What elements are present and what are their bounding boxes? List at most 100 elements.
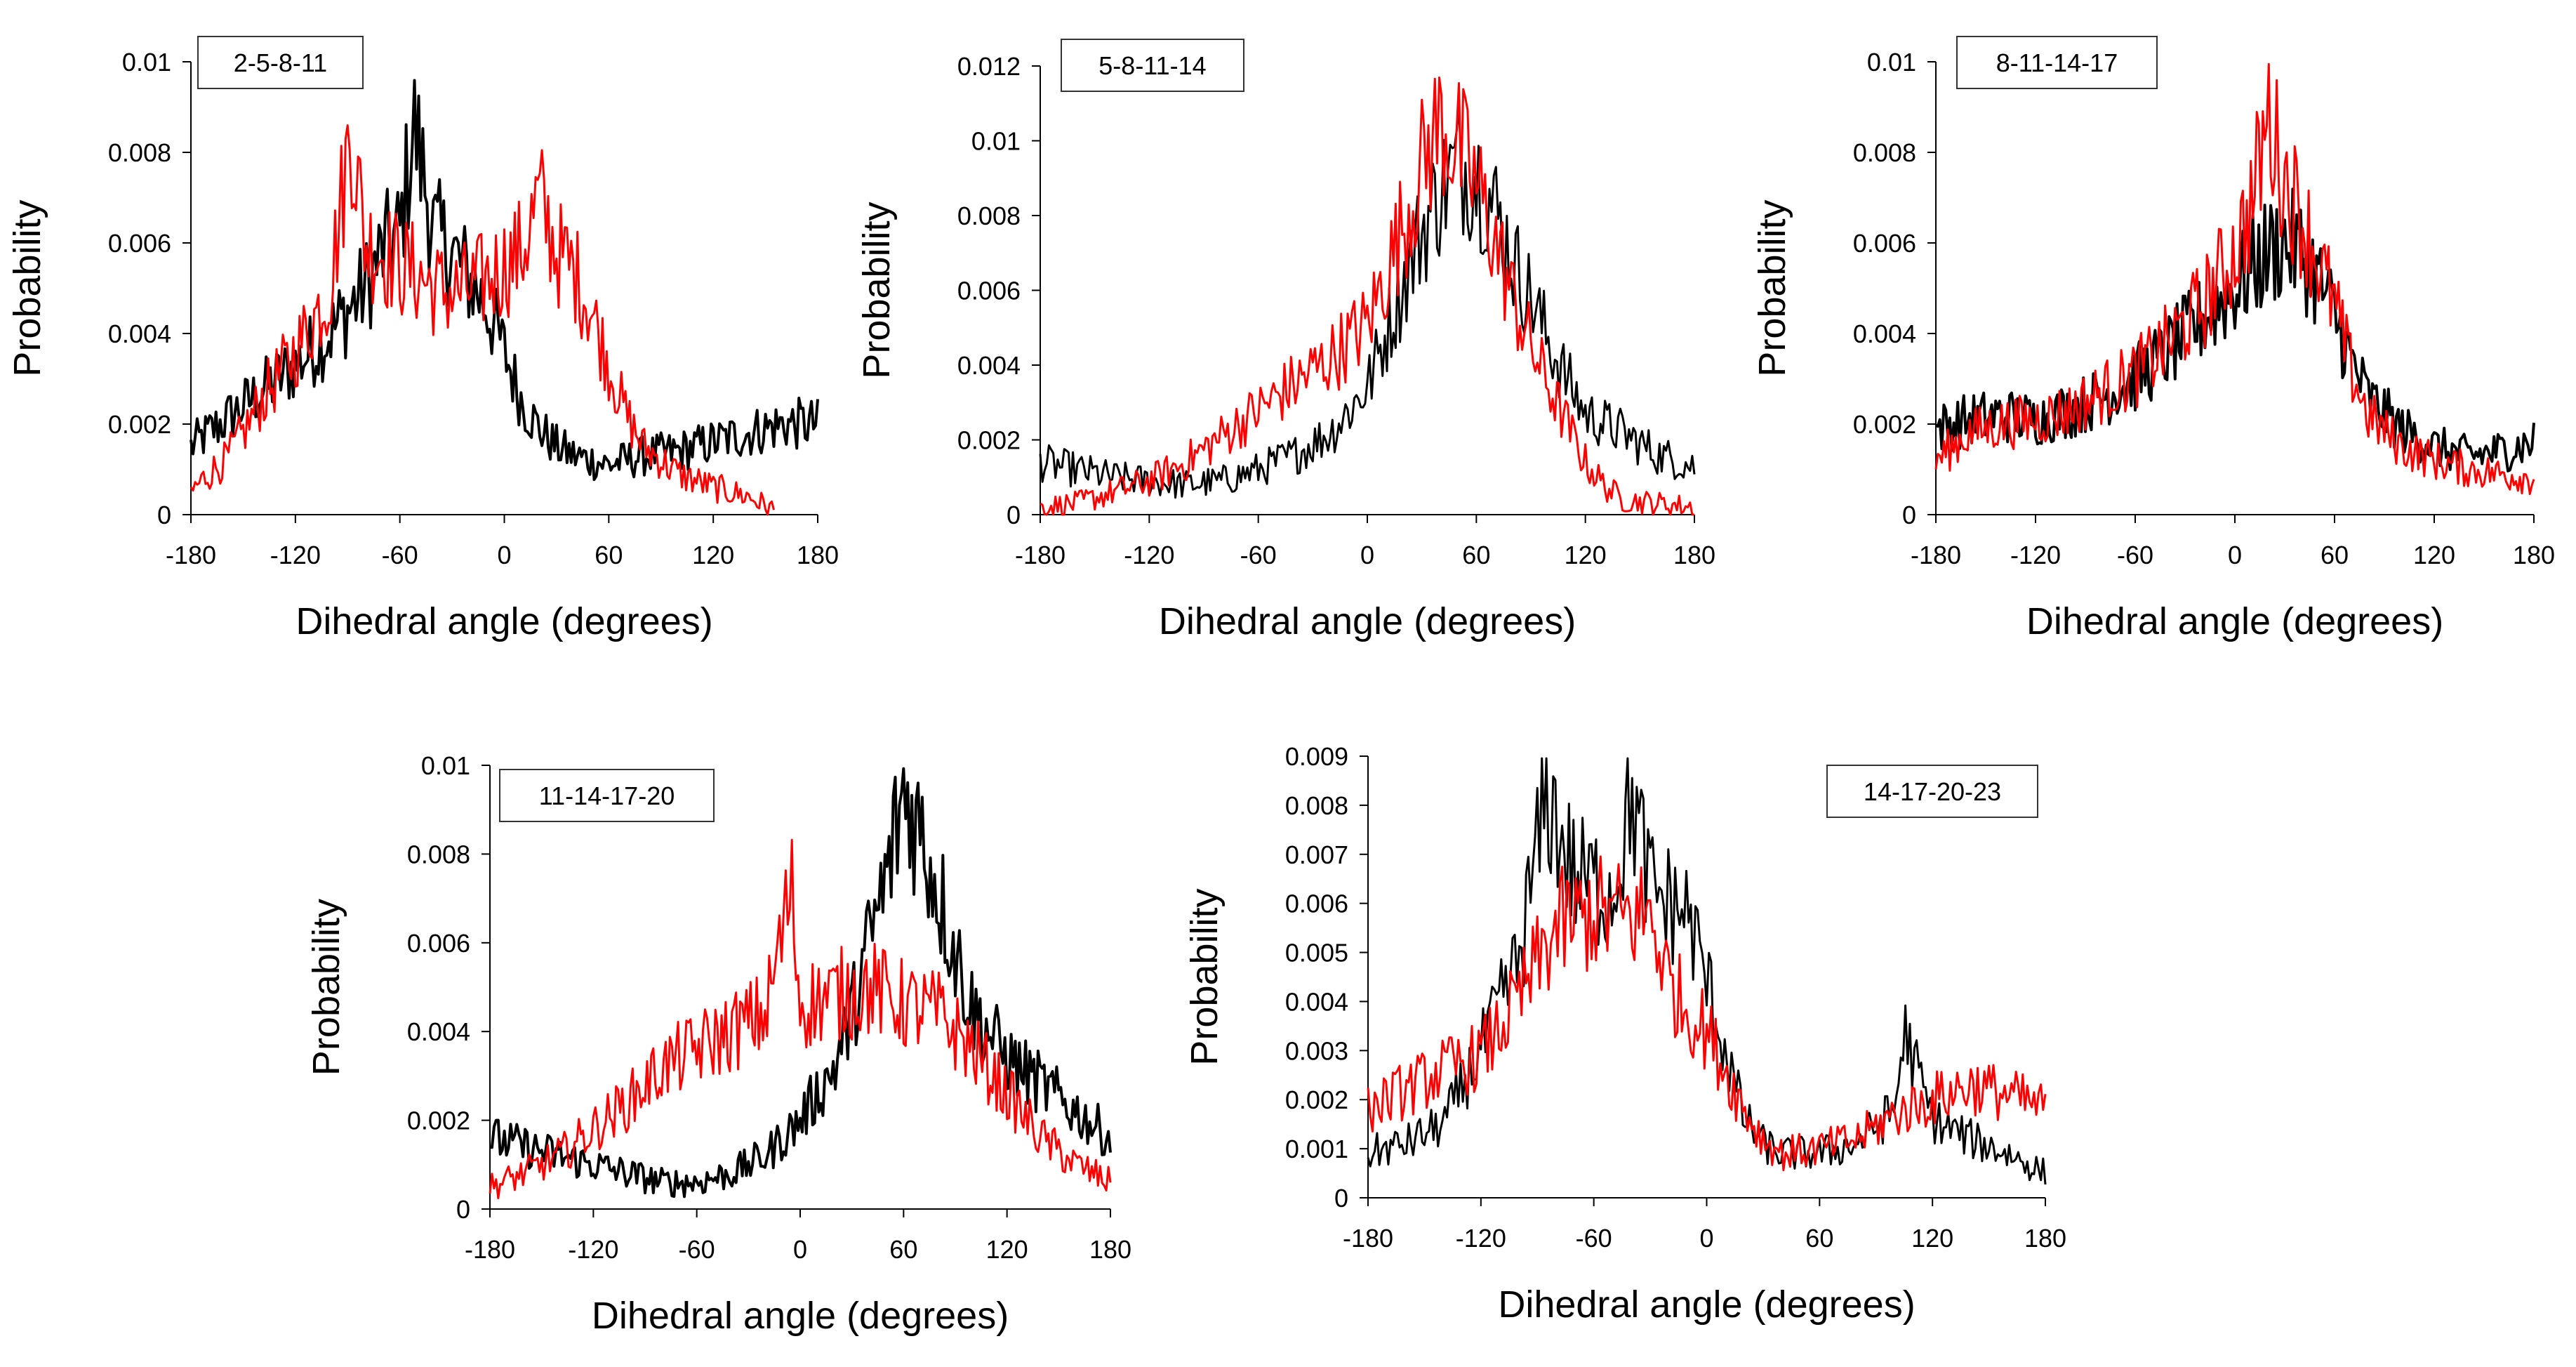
x-tick-label: -60 xyxy=(2117,541,2153,569)
x-axis-title: Dihedral angle (degrees) xyxy=(296,600,712,642)
dihedral-label: 5-8-11-14 xyxy=(1098,51,1206,80)
x-tick-label: -120 xyxy=(568,1235,618,1264)
dihedral-label-box: 2-5-8-11 xyxy=(197,36,364,89)
x-tick-label: -180 xyxy=(1911,541,1961,569)
x-tick-label: 120 xyxy=(1565,541,1607,569)
x-tick-label: 180 xyxy=(1089,1235,1131,1264)
series-line-black xyxy=(1367,757,2047,1185)
y-tick-label: 0.008 xyxy=(1285,791,1348,820)
x-tick-label: 0 xyxy=(2228,541,2242,569)
y-tick-label: 0.002 xyxy=(1853,410,1916,439)
y-tick-label: 0 xyxy=(157,501,171,529)
x-tick-label: 0 xyxy=(1360,541,1374,569)
y-tick-label: 0.008 xyxy=(957,202,1021,230)
y-tick-label: 0.006 xyxy=(957,277,1021,305)
y-axis-title: Probability xyxy=(856,202,898,378)
x-tick-label: 120 xyxy=(692,541,734,569)
x-tick-label: 60 xyxy=(1805,1224,1833,1253)
chart-panel-14-17-20-23: 0 0.001 0.002 0.003 0.004 0.005 0.006 0.007 0.00… xyxy=(1183,742,2066,1326)
y-tick-label: 0.004 xyxy=(108,319,171,348)
dihedral-label: 11-14-17-20 xyxy=(539,781,675,810)
x-tick-label: -180 xyxy=(465,1235,515,1264)
label-box-frame xyxy=(1826,765,2038,818)
label-box-frame xyxy=(1956,36,2158,89)
series-line-black xyxy=(1039,106,1696,499)
chart-panel-2-5-8-11: 0 0.002 0.004 0.006 0.008 0.01 -180 -120 -60 0 60 1… xyxy=(6,36,839,642)
label-box-frame xyxy=(499,769,715,822)
y-axis-title: Probability xyxy=(1183,888,1226,1065)
x-tick-label: 0 xyxy=(497,541,511,569)
y-tick-label: 0.008 xyxy=(407,840,470,869)
dihedral-label-box: 5-8-11-14 xyxy=(1061,39,1244,92)
x-tick-label: -120 xyxy=(2010,541,2061,569)
x-tick-label: -180 xyxy=(166,541,216,569)
series-line-black xyxy=(1934,187,2535,473)
y-tick-label: 0.01 xyxy=(1867,48,1916,77)
y-tick-label: 0.002 xyxy=(108,410,171,439)
y-tick-label: 0.012 xyxy=(957,52,1021,81)
y-tick-label: 0.004 xyxy=(957,351,1021,380)
y-tick-label: 0.009 xyxy=(1285,742,1348,771)
y-tick-label: 0.004 xyxy=(1285,987,1348,1016)
series-line-black xyxy=(190,79,819,482)
chart-panel-8-11-14-17: 0 0.002 0.004 0.006 0.008 0.01 -180 -120 -60 0 60 1… xyxy=(1751,36,2555,642)
y-axis-title: Probability xyxy=(6,199,48,376)
x-tick-label: 180 xyxy=(797,541,839,569)
y-tick-label: 0.003 xyxy=(1285,1036,1348,1065)
y-tick-label: 0 xyxy=(1334,1184,1348,1213)
series-line-black xyxy=(489,767,1112,1198)
x-axis-title: Dihedral angle (degrees) xyxy=(592,1295,1009,1337)
y-tick-label: 0.004 xyxy=(1853,319,1916,348)
y-tick-label: 0.006 xyxy=(407,929,470,958)
y-tick-label: 0 xyxy=(1007,501,1021,529)
label-box-frame xyxy=(1061,39,1244,92)
y-tick-label: 0.01 xyxy=(421,751,470,780)
y-tick-label: 0.005 xyxy=(1285,939,1348,968)
y-tick-label: 0.004 xyxy=(407,1017,470,1046)
y-tick-label: 0.006 xyxy=(108,229,171,258)
x-tick-label: 120 xyxy=(1911,1224,1953,1253)
y-axis-title: Probability xyxy=(305,899,347,1076)
y-tick-label: 0.006 xyxy=(1285,890,1348,918)
x-tick-label: 0 xyxy=(793,1235,807,1264)
x-tick-label: -60 xyxy=(1576,1224,1612,1253)
y-tick-label: 0.002 xyxy=(957,426,1021,455)
label-box-frame xyxy=(197,36,364,89)
y-tick-label: 0.01 xyxy=(971,127,1021,156)
y-tick-label: 0 xyxy=(1902,501,1916,529)
x-tick-label: 60 xyxy=(1462,541,1490,569)
series-line-red xyxy=(1934,62,2535,496)
x-tick-label: 0 xyxy=(1699,1224,1713,1253)
dihedral-label-box: 11-14-17-20 xyxy=(499,769,715,822)
x-tick-label: -120 xyxy=(1124,541,1174,569)
x-tick-label: -180 xyxy=(1343,1224,1393,1253)
x-tick-label: 180 xyxy=(1673,541,1715,569)
x-tick-label: -120 xyxy=(270,541,321,569)
chart-panel-5-8-11-14: 0 0.002 0.004 0.006 0.008 0.01 0.012 -180 -120 -6… xyxy=(856,39,1715,642)
x-tick-label: -60 xyxy=(679,1235,715,1264)
series-line-red xyxy=(1367,855,2047,1172)
y-tick-label: 0.001 xyxy=(1285,1135,1348,1163)
y-tick-label: 0.008 xyxy=(1853,138,1916,167)
y-tick-label: 0.008 xyxy=(108,138,171,167)
series-line-red xyxy=(1040,76,1694,516)
series-line-red xyxy=(190,124,775,516)
series-line-red xyxy=(489,838,1112,1199)
x-tick-label: 120 xyxy=(2413,541,2455,569)
x-tick-label: 60 xyxy=(889,1235,917,1264)
x-axis-title: Dihedral angle (degrees) xyxy=(2026,600,2443,642)
x-axis-title: Dihedral angle (degrees) xyxy=(1159,600,1576,642)
x-axis-title: Dihedral angle (degrees) xyxy=(1498,1283,1915,1326)
chart-panel-11-14-17-20: 0 0.002 0.004 0.006 0.008 0.01 -180 -120 -60 0 60 1… xyxy=(305,751,1131,1337)
x-tick-label: -120 xyxy=(1456,1224,1506,1253)
y-tick-label: 0.006 xyxy=(1853,229,1916,258)
x-tick-label: -60 xyxy=(1240,541,1277,569)
dihedral-label-box: 14-17-20-23 xyxy=(1826,765,2038,818)
x-tick-label: -180 xyxy=(1015,541,1065,569)
dihedral-label: 8-11-14-17 xyxy=(1996,48,2118,77)
y-axis-title: Probability xyxy=(1751,199,1793,376)
y-tick-label: 0 xyxy=(456,1195,470,1224)
dihedral-label: 14-17-20-23 xyxy=(1864,777,2001,806)
y-tick-label: 0.002 xyxy=(407,1107,470,1135)
